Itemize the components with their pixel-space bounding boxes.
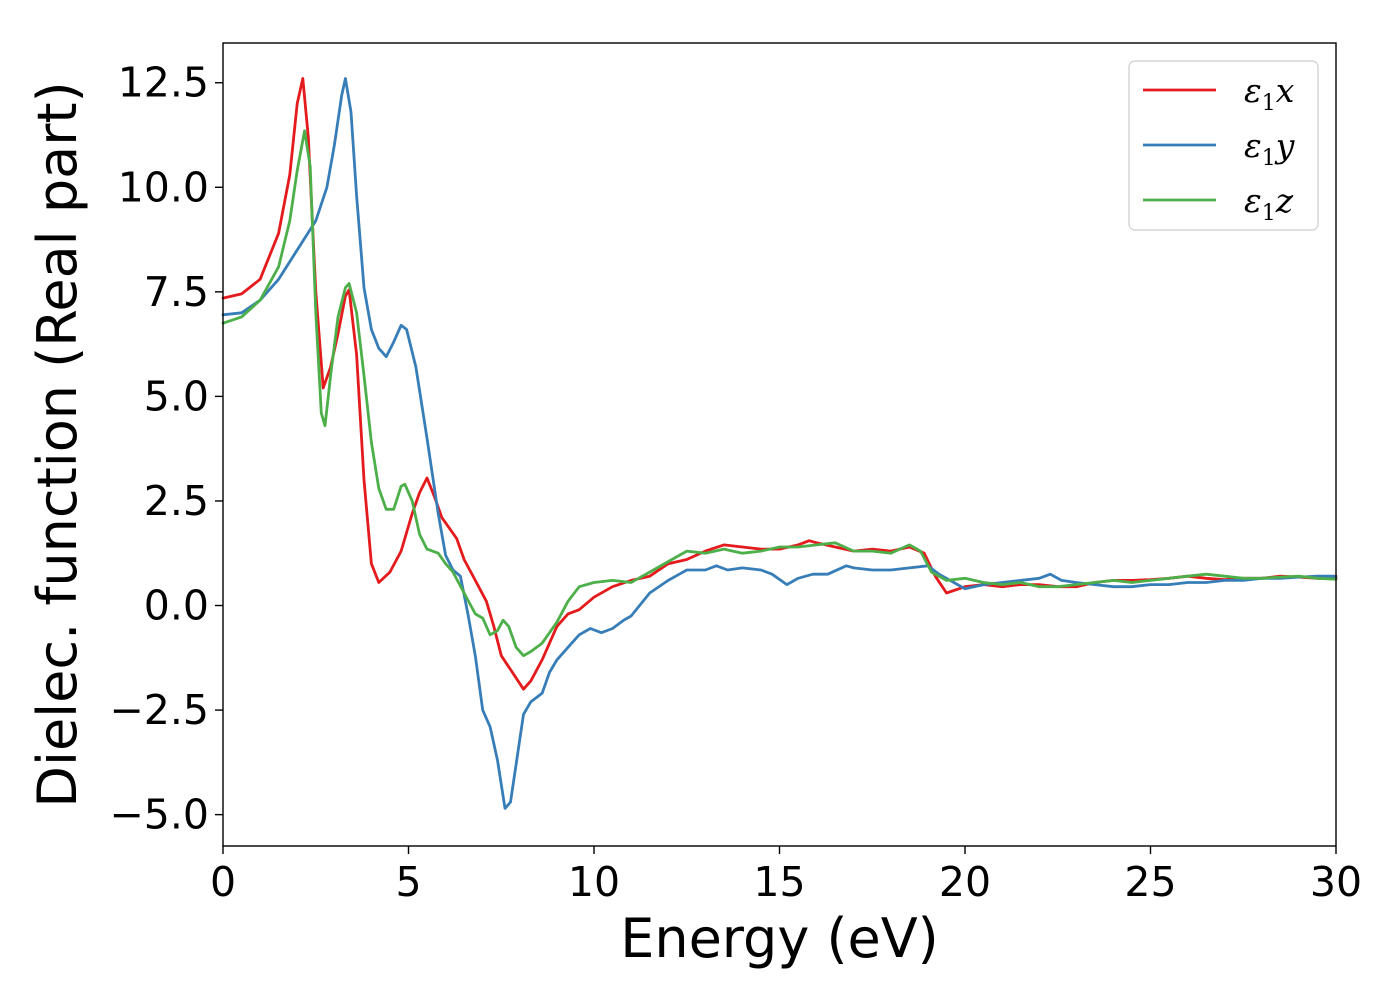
y-tick-label: 10.0 [118, 163, 209, 211]
y-tick-label: −2.5 [109, 686, 209, 734]
series-line-z [221, 129, 1338, 658]
x-axis-title: Energy (eV) [620, 907, 939, 970]
series-layer [221, 77, 1338, 810]
x-tick-label: 20 [939, 858, 991, 906]
x-tick-label: 0 [210, 858, 236, 906]
y-axis-title: Dielec. function (Real part) [26, 81, 89, 807]
y-tick-label: −5.0 [109, 791, 209, 839]
y-tick-label: 12.5 [118, 59, 209, 107]
x-tick-label: 10 [568, 858, 620, 906]
x-axis: 0 5 10 15 20 25 30 [210, 846, 1362, 906]
x-tick-label: 15 [753, 858, 805, 906]
legend-label-x: ε1x [1244, 71, 1295, 116]
series-line-y [221, 77, 1338, 810]
y-tick-label: 0.0 [144, 582, 209, 630]
y-axis: −5.0 −2.5 0.0 2.5 5.0 7.5 10.0 12.5 [109, 59, 223, 839]
legend-label-z: ε1z [1244, 181, 1294, 226]
y-tick-label: 7.5 [144, 268, 209, 316]
legend: ε1x ε1y ε1z [1128, 60, 1319, 231]
x-tick-label: 30 [1310, 858, 1362, 906]
legend-box [1128, 60, 1319, 231]
legend-label-y: ε1y [1244, 126, 1295, 171]
y-tick-label: 2.5 [144, 477, 209, 525]
x-tick-label: 5 [395, 858, 421, 906]
x-tick-label: 25 [1124, 858, 1176, 906]
y-tick-label: 5.0 [144, 372, 209, 420]
